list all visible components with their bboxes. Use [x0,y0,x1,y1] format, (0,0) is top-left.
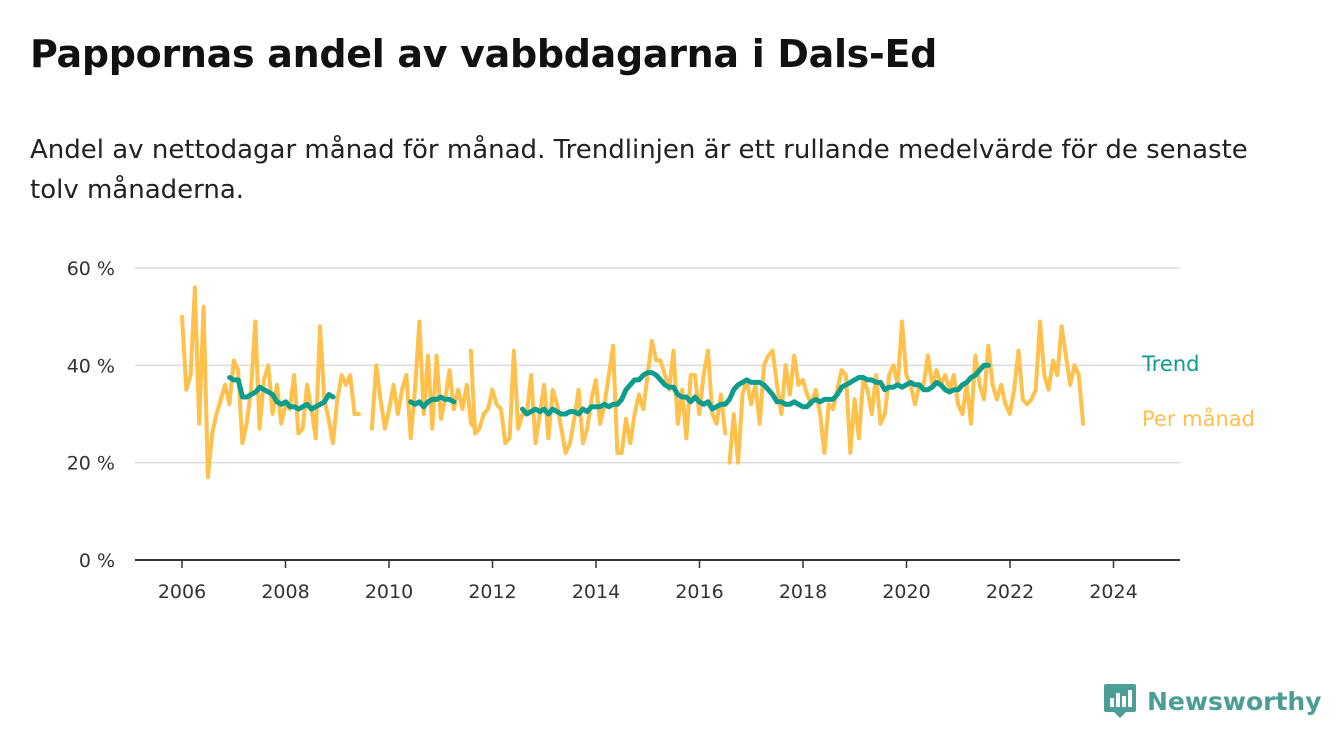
series-label-trend: Trend [1141,352,1199,376]
y-tick-label: 20 % [67,453,115,475]
x-tick-label: 2012 [468,581,516,603]
y-axis-ticks: 0 % 20 % 40 % 60 % [67,258,115,572]
x-tick-label: 2014 [572,581,620,603]
chart-title: Pappornas andel av vabbdagarna i Dals-Ed [30,32,938,76]
newsworthy-logo-icon [1104,684,1136,718]
x-tick-label: 2006 [158,581,206,603]
x-tick-label: 2018 [779,581,827,603]
trend-line-segment-1 [408,394,457,410]
x-tick-label: 2022 [986,581,1034,603]
brand-logo: Newsworthy [1102,682,1322,720]
brand-name: Newsworthy [1147,686,1322,716]
monthly-line-segment-0 [180,285,361,480]
x-tick-label: 2024 [1089,581,1137,603]
x-tick-label: 2016 [675,581,723,603]
series-label-monthly: Per månad [1142,406,1255,431]
x-tick-label: 2010 [365,581,413,603]
chart-subtitle: Andel av nettodagar månad för månad. Tre… [30,135,1248,205]
y-tick-label: 0 % [79,550,115,572]
gridlines [135,267,1180,561]
trend-line-segment-0 [227,375,336,412]
trend-line-segment-2 [520,362,991,417]
y-tick-label: 40 % [67,355,115,377]
monthly-line-segment-1 [369,319,478,441]
monthly-line-segment-3 [727,319,1086,465]
x-tick-label: 2020 [882,581,930,603]
x-axis-ticks: 2006 2008 2010 2012 2014 2016 2018 2020 2022 2024 [158,560,1138,603]
series-lines [180,285,1086,480]
x-tick-label: 2008 [261,581,309,603]
y-tick-label: 60 % [67,258,115,280]
